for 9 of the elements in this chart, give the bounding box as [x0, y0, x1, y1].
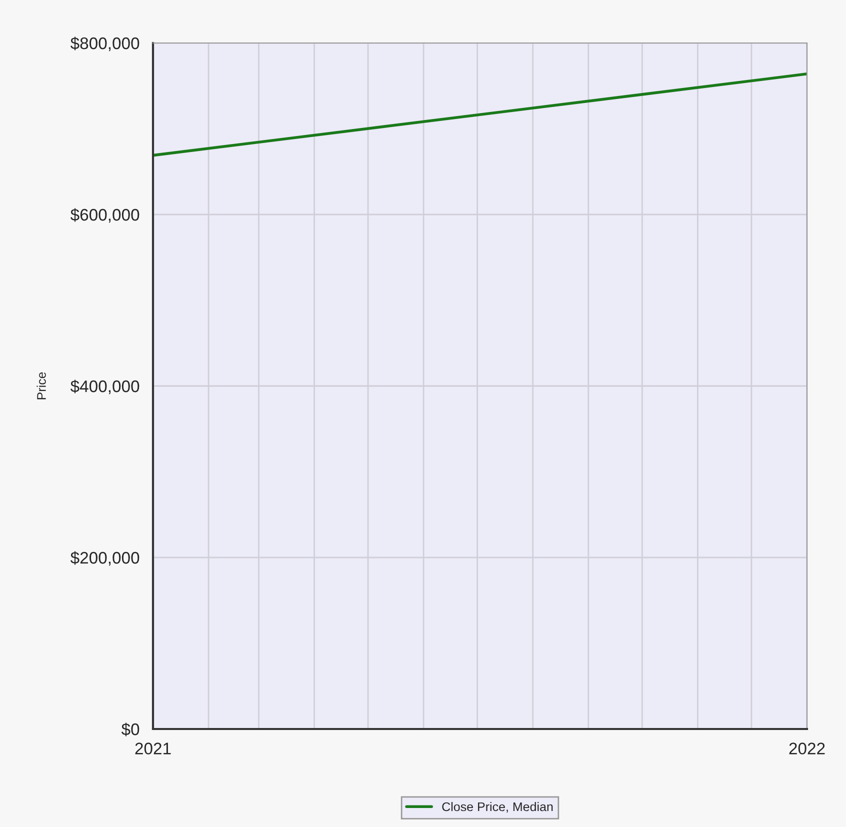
- y-tick-label: $200,000: [70, 551, 140, 566]
- y-tick-label: $0: [121, 722, 140, 736]
- legend-label: Close Price, Median: [442, 802, 553, 813]
- x-tick-label: 2022: [789, 742, 825, 754]
- y-tick-label: $600,000: [70, 208, 140, 223]
- x-tick-label: 2021: [135, 742, 171, 754]
- y-tick-label: $800,000: [70, 36, 140, 52]
- y-tick-label: $400,000: [70, 380, 140, 394]
- y-axis-title: Price: [36, 372, 46, 400]
